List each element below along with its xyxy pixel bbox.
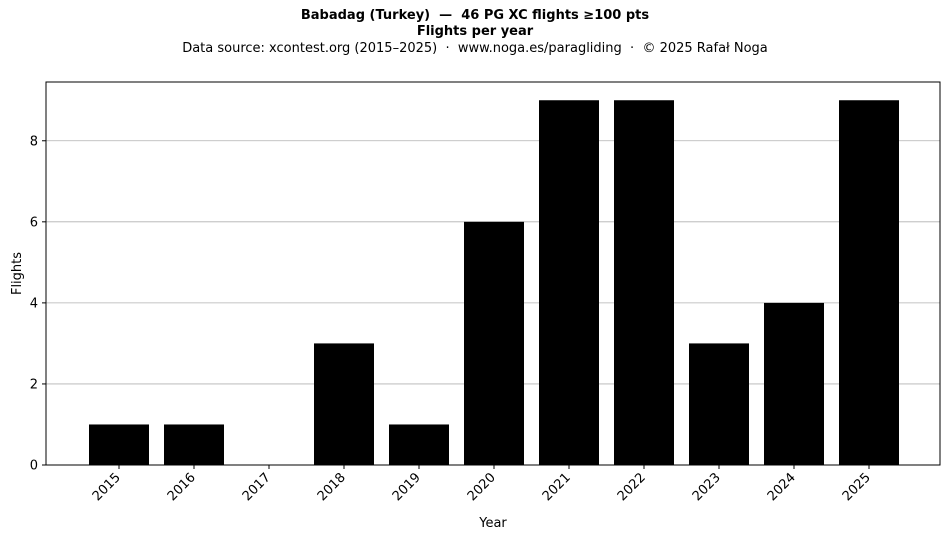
bar-2022 (614, 100, 674, 465)
y-tick-label: 2 (30, 377, 38, 392)
y-tick-label: 6 (30, 215, 38, 230)
bar-2023 (689, 343, 749, 465)
x-tick-label: 2024 (765, 470, 799, 504)
chart-subtitle: Flights per year (416, 24, 534, 39)
chart-title: Babadag (Turkey) — 46 PG XC flights ≥100… (300, 8, 650, 23)
x-tick-label: 2025 (840, 470, 874, 504)
bar-2021 (539, 100, 599, 465)
x-tick-label: 2016 (165, 470, 199, 504)
x-tick-label: 2019 (390, 470, 424, 504)
bar-2016 (164, 424, 224, 465)
x-tick-label: 2018 (315, 470, 349, 504)
y-tick-label: 0 (30, 459, 38, 474)
x-tick-label: 2020 (465, 470, 499, 504)
x-tick-label: 2022 (615, 470, 649, 504)
x-tick-label: 2015 (90, 470, 124, 504)
x-axis-label: Year (478, 516, 507, 531)
bar-2020 (464, 221, 524, 465)
x-tick-label: 2017 (240, 470, 274, 504)
bars (89, 100, 899, 465)
plot-frame (45, 81, 941, 466)
y-tick-label: 8 (30, 134, 38, 149)
y-axis-label: Flights (10, 252, 25, 295)
x-tick-label: 2021 (540, 470, 574, 504)
bar-2015 (89, 424, 149, 465)
bar-2025 (839, 100, 899, 465)
y-tick-label: 4 (30, 296, 38, 311)
bar-2018 (314, 343, 374, 465)
x-tick-label: 2023 (690, 470, 724, 504)
chart-source-note: Data source: xcontest.org (2015–2025) · … (182, 41, 768, 56)
chart-header: Babadag (Turkey) — 46 PG XC flights ≥100… (0, 8, 950, 58)
bar-2024 (764, 302, 824, 465)
bar-2019 (389, 424, 449, 465)
